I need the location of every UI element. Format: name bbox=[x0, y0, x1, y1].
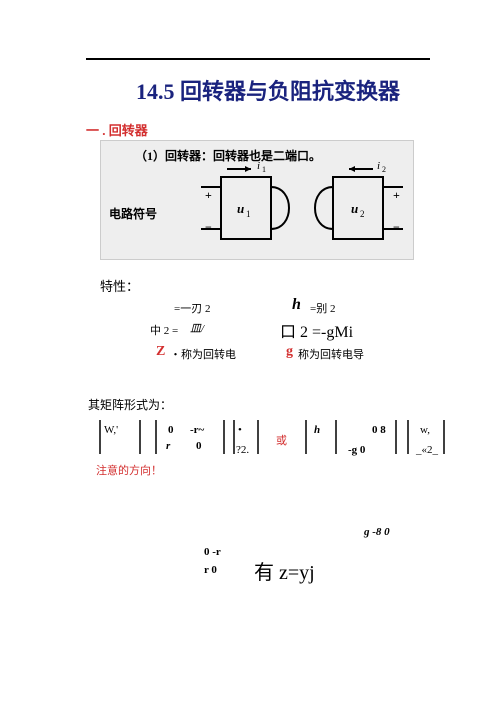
svg-text:+: + bbox=[393, 188, 400, 202]
var-z: Z bbox=[156, 344, 165, 360]
svg-text:2: 2 bbox=[382, 165, 386, 174]
m-leftcol: W,' bbox=[104, 424, 118, 436]
m2-col: w, bbox=[420, 424, 430, 436]
m2-c: -g 0 bbox=[348, 444, 365, 456]
eq-row1-left: =一刃 2 bbox=[174, 300, 210, 316]
g-desc: 称为回转电导 bbox=[298, 346, 364, 362]
svg-text:i: i bbox=[257, 160, 260, 172]
eq-row1-right: =别 2 bbox=[310, 300, 335, 316]
m1-dot: • bbox=[238, 424, 242, 436]
eq-row2-right: 口 2 =-gMi bbox=[280, 318, 353, 342]
two-port-svg: i1 i2 + − + − u1 u2 bbox=[197, 159, 413, 259]
matrix-intro: 其矩阵形式为： bbox=[88, 396, 172, 413]
svg-text:+: + bbox=[205, 188, 212, 202]
m2-a: h bbox=[314, 424, 320, 436]
svg-text:−: − bbox=[205, 220, 212, 234]
bottom-eq1: 有 z=yj bbox=[254, 556, 315, 585]
m1-q: ?2. bbox=[236, 444, 249, 456]
svg-text:u: u bbox=[237, 201, 244, 216]
z-desc: ・称为回转电 bbox=[170, 346, 236, 362]
m2-b: 0 8 bbox=[372, 424, 386, 436]
svg-text:2: 2 bbox=[360, 209, 365, 219]
m1-b: -r~ bbox=[190, 424, 204, 436]
eq-row2-left-post: 皿/ bbox=[190, 320, 204, 336]
svg-text:1: 1 bbox=[246, 209, 251, 219]
page-title: 14.5 回转器与负阻抗变换器 bbox=[136, 74, 400, 106]
eq-row2-left-pre: 中 2 = bbox=[150, 322, 178, 338]
m3-a: 0 -r bbox=[204, 546, 221, 558]
properties-label: 特性： bbox=[100, 276, 139, 295]
svg-text:i: i bbox=[377, 160, 380, 172]
svg-text:−: − bbox=[393, 220, 400, 234]
circuit-symbol-label: 电路符号 bbox=[109, 205, 157, 222]
section-heading: 一 . 回转器 bbox=[86, 120, 148, 139]
m1-a: 0 bbox=[168, 424, 174, 436]
m1-d: 0 bbox=[196, 440, 202, 452]
horizontal-rule bbox=[86, 58, 430, 60]
m1-c: r bbox=[166, 440, 170, 452]
matrix-or: 或 bbox=[276, 432, 287, 448]
svg-text:1: 1 bbox=[262, 165, 266, 174]
bottom-eq2: g -8 0 bbox=[364, 526, 390, 538]
var-h: h bbox=[292, 296, 301, 314]
m3-b: r 0 bbox=[204, 564, 217, 576]
svg-text:u: u bbox=[351, 201, 358, 216]
var-g: g bbox=[286, 344, 293, 360]
m2-col2: _«2_ bbox=[416, 444, 438, 456]
circuit-diagram: （1）回转器：回转器也是二端口。 电路符号 i1 i2 + − + − u1 u… bbox=[100, 140, 414, 260]
matrix-warning: 注意的方向！ bbox=[96, 462, 162, 478]
